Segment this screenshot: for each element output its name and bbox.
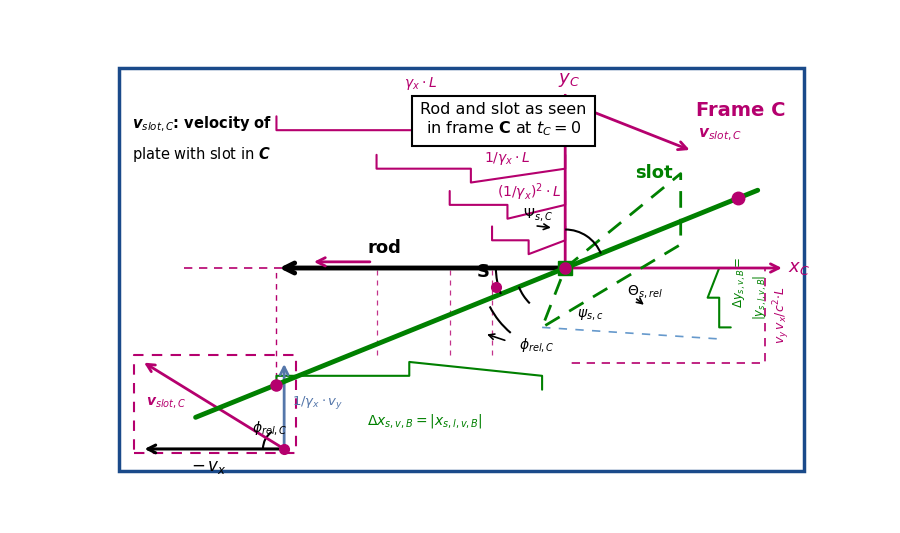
Text: $y_C$: $y_C$ (558, 71, 580, 89)
Text: rod: rod (367, 239, 401, 256)
Text: $\psi_{s,c}$: $\psi_{s,c}$ (577, 309, 603, 324)
Text: $|y_{s,l,v,B}|$: $|y_{s,l,v,B}|$ (752, 275, 769, 320)
Text: $\boldsymbol{v}_{slot,C}$: $\boldsymbol{v}_{slot,C}$ (146, 396, 186, 411)
Text: S: S (477, 263, 490, 281)
Text: plate with slot in $\boldsymbol{C}$: plate with slot in $\boldsymbol{C}$ (131, 144, 271, 164)
Text: $x_C$: $x_C$ (788, 259, 810, 277)
Text: $\boldsymbol{v}_{slot,C}$: $\boldsymbol{v}_{slot,C}$ (698, 127, 742, 143)
Text: Rod and slot as seen
in frame $\mathbf{C}$ at $t_C = 0$: Rod and slot as seen in frame $\mathbf{C… (420, 102, 587, 139)
Text: slot: slot (634, 164, 672, 182)
Text: $\Delta y_{s,v,B} =$: $\Delta y_{s,v,B} =$ (732, 256, 748, 308)
Text: $L$: $L$ (466, 112, 476, 128)
Text: $(1/\gamma_x)^2 \cdot L$: $(1/\gamma_x)^2 \cdot L$ (497, 182, 561, 203)
Text: $v_y\,v_x/c^2{\cdot}L$: $v_y\,v_x/c^2{\cdot}L$ (771, 287, 792, 344)
Text: $\Theta_{s,rel}$: $\Theta_{s,rel}$ (626, 284, 662, 301)
Text: $\boldsymbol{v}_{slot,C}$: velocity of: $\boldsymbol{v}_{slot,C}$: velocity of (131, 114, 272, 134)
Text: $\Psi_{s,C}$: $\Psi_{s,C}$ (523, 206, 553, 223)
Text: $-\,v_x$: $-\,v_x$ (192, 457, 227, 475)
Text: $\Delta x_{s,v,B} = |x_{s,l,v,B}|$: $\Delta x_{s,v,B} = |x_{s,l,v,B}|$ (367, 412, 482, 430)
Text: $\gamma_x \cdot L$: $\gamma_x \cdot L$ (404, 75, 437, 92)
Text: $\phi_{rel,C}$: $\phi_{rel,C}$ (519, 336, 554, 354)
Text: Frame C: Frame C (696, 101, 786, 120)
Text: $1/\gamma_x \cdot L$: $1/\gamma_x \cdot L$ (484, 150, 531, 167)
Text: $1/\gamma_x \cdot v_y$: $1/\gamma_x \cdot v_y$ (292, 394, 343, 411)
Text: $\phi_{rel,C}$: $\phi_{rel,C}$ (252, 419, 287, 438)
